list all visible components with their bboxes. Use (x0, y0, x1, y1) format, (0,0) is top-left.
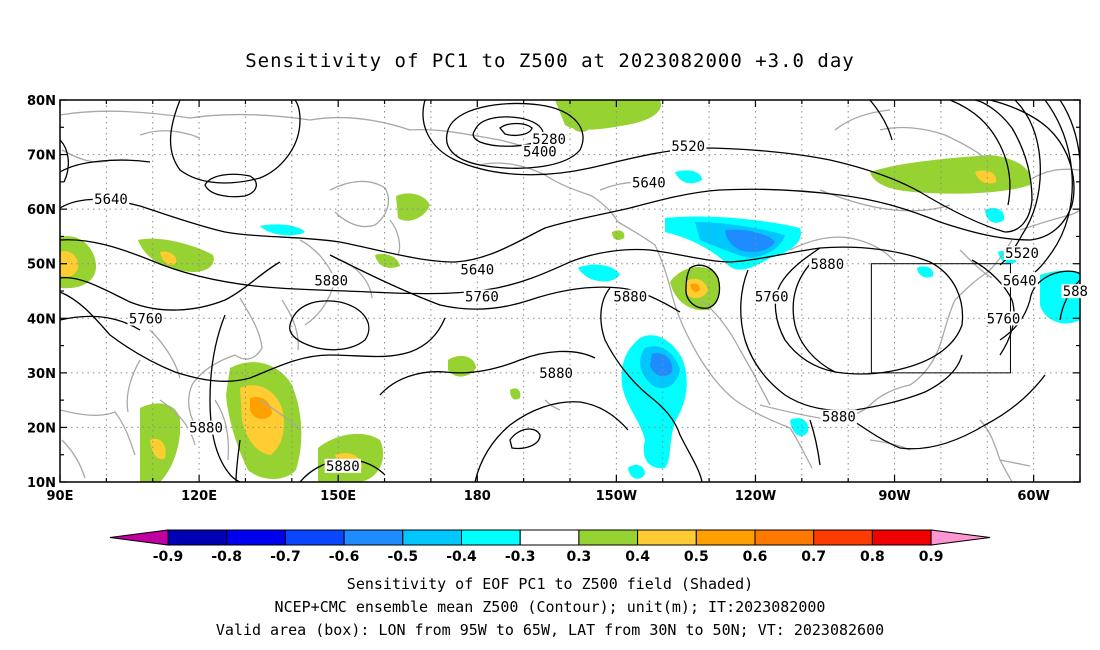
contour-label: 5520 (671, 139, 705, 155)
colorbar-tick-label: -0.7 (270, 549, 301, 565)
contour-label: 5760 (987, 311, 1021, 327)
lon-tick-label: 90W (878, 489, 910, 504)
colorbar-tick-label: -0.8 (211, 549, 242, 565)
footer-line-3: Valid area (box): LON from 95W to 65W, L… (215, 621, 885, 639)
lat-tick-label: 60N (27, 203, 56, 218)
contour-label-bg (92, 191, 130, 206)
contour-label: 5880 (613, 290, 647, 306)
colorbar-swatch (343, 529, 404, 546)
contour-label-bg (537, 366, 575, 381)
map-title: Sensitivity of PC1 to Z500 at 2023082000… (245, 50, 855, 72)
contour-label: 5520 (1005, 246, 1039, 262)
lat-tick-label: 20N (27, 421, 56, 436)
contour-label-bg (459, 262, 496, 277)
contour-label: 5760 (465, 290, 499, 306)
colorbar-swatch (813, 529, 873, 546)
colorbar-tick-label: 0.7 (801, 549, 826, 565)
contour-label: 588 (1063, 284, 1088, 300)
shaded-sensitivity (60, 100, 1080, 482)
colorbar-tick-label: 0.8 (860, 549, 885, 565)
lon-tick-label: 120W (735, 489, 776, 504)
contour-label: 5640 (1003, 273, 1037, 289)
contour-label-bg (530, 131, 568, 146)
contour-label-bg (753, 289, 790, 304)
coastlines (60, 109, 1080, 482)
colorbar-tick-label: 0.4 (625, 549, 650, 565)
colorbar-tick-label: -0.3 (505, 549, 536, 565)
colorbar-tick-label: -0.5 (387, 549, 418, 565)
contour-label: 5760 (129, 311, 163, 327)
footer-line-1: Sensitivity of EOF PC1 to Z500 field (Sh… (346, 575, 754, 593)
contour-label-bg (187, 420, 225, 435)
contour-label-bg (630, 175, 668, 190)
contour-label-bg (1001, 273, 1038, 288)
colorbar-swatch (695, 529, 756, 546)
axis-ticks (59, 99, 1081, 483)
lat-tick-label: 40N (27, 312, 56, 327)
colorbar-end-left (109, 529, 169, 546)
contour-label-bg (521, 144, 559, 159)
contour-label: 5280 (532, 132, 566, 148)
contour-label: 5760 (755, 290, 789, 306)
lon-tick-label: 150W (596, 489, 637, 504)
lon-tick-label: 60W (1017, 489, 1049, 504)
footer-line-2: NCEP+CMC ensemble mean Z500 (Contour); u… (274, 598, 826, 616)
contour-label-bg (324, 458, 362, 473)
contour-label-bg (670, 139, 707, 154)
colorbar-swatch (226, 529, 286, 546)
lon-tick-label: 180 (464, 489, 491, 504)
contour-label: 5880 (314, 273, 348, 289)
contour-label-bg (313, 273, 350, 288)
colorbar-tick-label: -0.4 (446, 549, 477, 565)
colorbar-swatch (167, 529, 228, 546)
contour-label-bg (820, 409, 858, 424)
lat-tick-label: 30N (27, 367, 56, 382)
contour-label-bg (463, 289, 501, 304)
colorbar-tick-label: 0.9 (919, 549, 944, 565)
colorbar-swatch (402, 529, 462, 546)
contour-label: 5640 (632, 176, 666, 192)
contour-label-bg (1003, 245, 1041, 260)
lat-tick-label: 10N (27, 476, 56, 491)
colorbar-swatch (754, 529, 815, 546)
contour-label: 5880 (189, 421, 223, 437)
colorbar-tick-label: -0.9 (153, 549, 184, 565)
colorbar-tick-label: 0.3 (566, 549, 591, 565)
colorbar-swatch (578, 529, 639, 546)
colorbar-tick-label: -0.6 (329, 549, 360, 565)
colorbar-swatch (871, 529, 932, 546)
lon-tick-label: 150E (320, 489, 356, 504)
contour-label-bg (127, 311, 164, 326)
colorbar-tick-label: 0.6 (743, 549, 768, 565)
contour-label: 5640 (94, 192, 128, 208)
contour-label-bg (985, 311, 1022, 326)
latitude-labels: 80N 70N 60N 50N 40N 30N 20N 10N (27, 94, 56, 491)
lon-tick-label: 90E (47, 489, 74, 504)
contour-label-bg (612, 289, 649, 304)
contour-label-bg (1061, 284, 1090, 299)
colorbar-swatch (519, 529, 580, 546)
colorbar-swatch (637, 529, 697, 546)
colorbar (109, 529, 991, 546)
colorbar-swatch (461, 529, 521, 546)
contour-label: 5640 (460, 262, 494, 278)
longitude-labels: 90E 120E 150E 180 150W 120W 90W 60W (47, 489, 1050, 504)
colorbar-end-right (930, 529, 991, 546)
contour-label-bg (809, 256, 846, 271)
colorbar-swatch (284, 529, 345, 546)
contour-label: 5880 (822, 410, 856, 426)
colorbar-labels: -0.9 -0.8 -0.7 -0.6 -0.5 -0.4 -0.3 0.3 0.4 0.5 0.6… (153, 549, 944, 565)
contour-label: 5880 (810, 257, 844, 273)
lat-tick-label: 70N (27, 149, 56, 164)
lat-tick-label: 50N (27, 258, 56, 273)
contour-label: 5400 (523, 144, 557, 160)
contour-label: 5880 (326, 459, 360, 475)
contour-label: 5880 (539, 366, 573, 382)
lon-tick-label: 120E (181, 489, 217, 504)
lat-tick-label: 80N (27, 94, 56, 109)
colorbar-tick-label: 0.5 (684, 549, 709, 565)
